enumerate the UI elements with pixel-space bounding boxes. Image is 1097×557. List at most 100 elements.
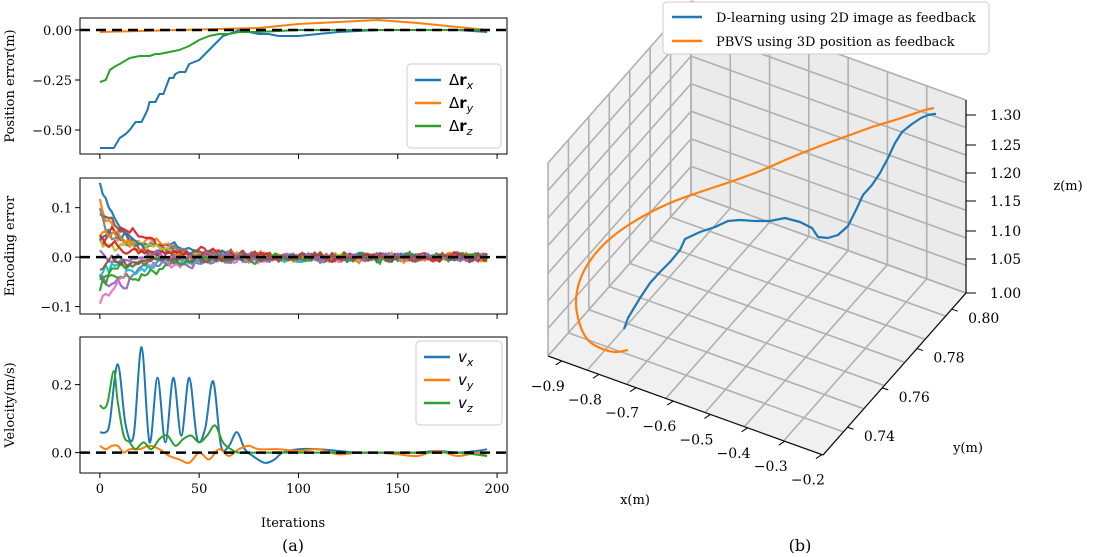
x-tick-mark (592, 373, 600, 379)
grid-left-z (547, 83, 692, 247)
panel-b-label: (b) (789, 536, 812, 555)
z-axis-label: z(m) (1053, 179, 1082, 194)
z-tick-label: 1.15 (990, 194, 1021, 210)
velocity-legend-label-y: vy (458, 371, 474, 392)
grid-floor-x (783, 278, 928, 442)
grid-floor-x (625, 221, 771, 385)
trajectory-3d-plot: −0.9−0.8−0.7−0.6−0.5−0.4−0.3−0.2 x(m) 0.74… (531, 0, 1083, 508)
y-tick-label: 0.80 (968, 311, 999, 327)
grid-left-z (547, 193, 692, 357)
velocity-ytick-label: 0.2 (51, 379, 72, 394)
position-ytick-label: 0.00 (43, 24, 72, 39)
y-tick-mark (951, 308, 958, 312)
z-tick-label: 1.05 (990, 252, 1021, 268)
grid-floor-x (743, 264, 889, 428)
xtick-label: 0 (96, 482, 104, 497)
position-legend-label-y: Δry (449, 94, 474, 115)
grid-floor-y (629, 262, 905, 364)
x-tick-mark (741, 427, 748, 433)
x-tick-label: −0.2 (791, 473, 825, 489)
encoding-ytick-label: 0.1 (51, 202, 72, 217)
pane-back (691, 1, 966, 293)
3d-legend-box (662, 1, 990, 55)
x-tick-label: −0.7 (605, 406, 639, 422)
grid-floor-y (670, 216, 946, 317)
velocity-legend-label-z: vz (458, 394, 473, 415)
grid-back-z (690, 165, 967, 267)
grid-back-z (690, 138, 967, 239)
grid-floor-x (586, 207, 731, 371)
pbvs-trajectory (574, 106, 935, 354)
position-legend-label-z: Δrz (449, 117, 473, 138)
x-tick-mark (555, 360, 563, 366)
grid-left-z (547, 28, 692, 192)
iterations-xlabel: Iterations (261, 516, 325, 531)
grid-floor-y (568, 332, 844, 433)
y-axis-line (822, 292, 967, 456)
velocity-ytick-label: 0.0 (51, 447, 72, 462)
velocity-ylabel: Velocity(m/s) (3, 362, 18, 448)
x-tick-mark (815, 454, 823, 460)
grid-floor-y (649, 239, 926, 341)
x-axis-line (547, 355, 824, 456)
position-series-z (99, 29, 488, 83)
grid-floor-x (665, 235, 810, 399)
x-tick-mark (778, 440, 786, 446)
position-ytick-label: −0.25 (32, 74, 72, 89)
velocity-series-y (99, 444, 488, 465)
position-ylabel: Position error(m) (3, 29, 18, 142)
z-tick-label: 1.25 (990, 138, 1021, 154)
z-tick-label: 1.30 (990, 108, 1021, 124)
grid-back-z (690, 55, 967, 156)
grid-floor-y (690, 193, 967, 294)
position-ytick-label: −0.50 (32, 124, 72, 139)
velocity-plot: Velocity(m/s) Iterations 0.2 0.0 0 50 100 150… (3, 336, 510, 531)
position-error-plot: Position error(m) 0.00 −0.25 −0.50 ΔrxΔryΔr… (3, 17, 508, 159)
panel-a-label: (a) (282, 536, 304, 555)
grid-floor-x (704, 250, 849, 414)
xtick-label: 100 (286, 482, 311, 497)
x-tick-mark (666, 400, 674, 406)
position-legend-label-x: Δrx (449, 71, 474, 92)
dlearning-trajectory (622, 112, 936, 330)
y-tick-label: 0.76 (899, 390, 930, 406)
xtick-label: 50 (191, 482, 208, 497)
y-tick-label: 0.74 (864, 429, 895, 445)
3d-legend-label-2: PBVS using 3D position as feedback (716, 35, 955, 50)
grid-left-z (547, 138, 692, 302)
grid-left-z (547, 165, 692, 329)
grid-back-z (690, 110, 967, 212)
z-tick-label: 1.20 (990, 166, 1021, 182)
x-tick-label: −0.9 (531, 379, 565, 395)
xtick-label: 200 (485, 482, 510, 497)
3d-legend-label-1: D-learning using 2D image as feedback (716, 11, 976, 26)
x-tick-mark (629, 387, 637, 393)
xtick-label: 150 (385, 482, 410, 497)
encoding-ytick-label: −0.1 (40, 301, 72, 316)
y-tick-label: 0.78 (933, 351, 964, 367)
velocity-legend-label-x: vx (458, 348, 474, 369)
encoding-error-plot: Encoding error 0.1 0.0 −0.1 (3, 177, 508, 319)
grid-floor-y (588, 308, 865, 410)
x-tick-label: −0.4 (717, 446, 751, 462)
position-series-x (99, 29, 488, 149)
pane-floor (548, 194, 966, 455)
x-tick-label: −0.5 (679, 432, 713, 448)
pane-left (548, 1, 691, 356)
grid-left-z (547, 55, 692, 219)
z-tick-label: 1.00 (990, 286, 1021, 302)
y-tick-mark (882, 387, 889, 391)
y-tick-mark (847, 426, 854, 430)
encoding-ylabel: Encoding error (3, 195, 18, 296)
x-tick-label: −0.8 (568, 392, 602, 408)
y-axis-label: y(m) (952, 441, 983, 456)
x-tick-label: −0.3 (754, 459, 788, 475)
grid-left-z (547, 110, 692, 274)
grid-back-z (690, 82, 967, 184)
x-tick-mark (704, 414, 711, 419)
grid-floor-y (609, 285, 885, 387)
x-axis-label: x(m) (620, 493, 650, 508)
y-tick-mark (916, 348, 924, 352)
z-tick-label: 1.10 (990, 224, 1021, 240)
